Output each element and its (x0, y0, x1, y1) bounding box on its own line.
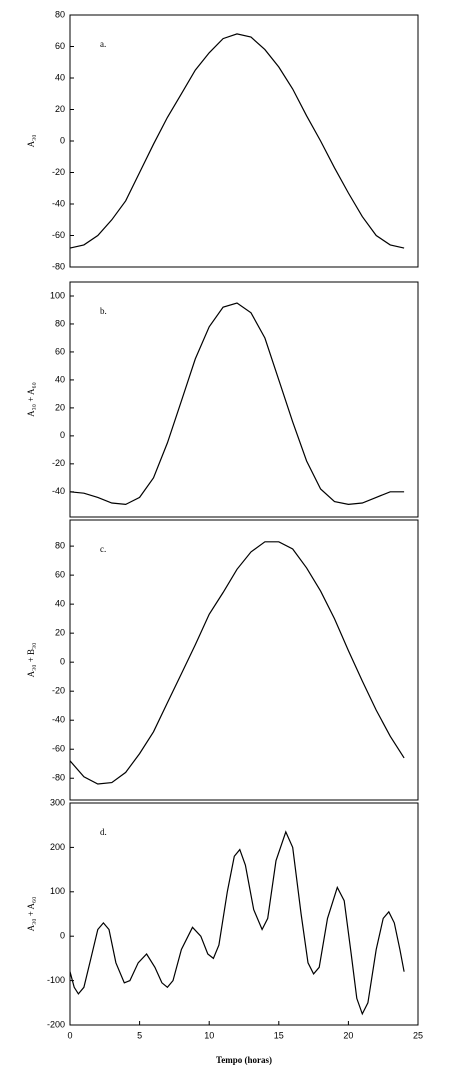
y-axis-label: A₃₀ (26, 135, 36, 148)
data-line (69, 302, 405, 506)
plot-frame (69, 281, 419, 518)
panel-label: d. (100, 827, 107, 837)
y-tick-label: -100 (47, 975, 65, 985)
y-tick-label: -200 (47, 1019, 65, 1029)
y-tick-label: -20 (52, 167, 65, 177)
x-tick-label: 0 (67, 1030, 72, 1040)
data-line (69, 830, 405, 1016)
y-tick-label: 40 (55, 72, 65, 82)
y-tick-label: -40 (52, 715, 65, 725)
y-tick-label: 100 (50, 290, 65, 300)
y-tick-label: 0 (60, 931, 65, 941)
x-tick-label: 10 (204, 1030, 214, 1040)
y-tick-label: -40 (52, 486, 65, 496)
y-tick-label: 60 (55, 346, 65, 356)
y-axis-label: A₃₀ + A₆₀ (26, 382, 36, 417)
y-tick-label: 0 (60, 135, 65, 145)
y-tick-label: -60 (52, 230, 65, 240)
plot-frame (69, 14, 419, 268)
y-tick-label: -80 (52, 261, 65, 271)
y-tick-label: 20 (55, 104, 65, 114)
panel-label: c. (100, 544, 106, 554)
y-tick-label: 200 (50, 842, 65, 852)
x-tick-label: 5 (137, 1030, 142, 1040)
y-tick-label: 80 (55, 9, 65, 19)
data-line (69, 541, 405, 785)
y-tick-label: 20 (55, 402, 65, 412)
y-tick-label: 60 (55, 570, 65, 580)
y-tick-label: 0 (60, 657, 65, 667)
y-tick-label: 80 (55, 540, 65, 550)
data-line (69, 33, 405, 249)
y-tick-label: 40 (55, 599, 65, 609)
y-tick-label: 40 (55, 374, 65, 384)
y-tick-label: -20 (52, 686, 65, 696)
y-tick-label: 80 (55, 318, 65, 328)
y-tick-label: -40 (52, 198, 65, 208)
x-axis-label: Tempo (horas) (216, 1055, 272, 1065)
y-tick-label: 100 (50, 886, 65, 896)
y-axis-label: A₃₀ + B₃₀ (26, 643, 36, 678)
y-tick-label: -20 (52, 458, 65, 468)
y-tick-label: 300 (50, 797, 65, 807)
y-tick-label: 20 (55, 628, 65, 638)
y-tick-label: -60 (52, 744, 65, 754)
plot-frame (69, 802, 419, 1026)
panel-label: b. (100, 306, 107, 316)
y-tick-label: 60 (55, 41, 65, 51)
x-tick-label: 15 (274, 1030, 284, 1040)
x-tick-label: 25 (413, 1030, 423, 1040)
y-axis-label: A₃₀ + A₆₀ (26, 897, 36, 932)
x-tick-label: 20 (343, 1030, 353, 1040)
y-tick-label: -80 (52, 773, 65, 783)
y-tick-label: 0 (60, 430, 65, 440)
panel-label: a. (100, 39, 106, 49)
plot-frame (69, 519, 419, 801)
